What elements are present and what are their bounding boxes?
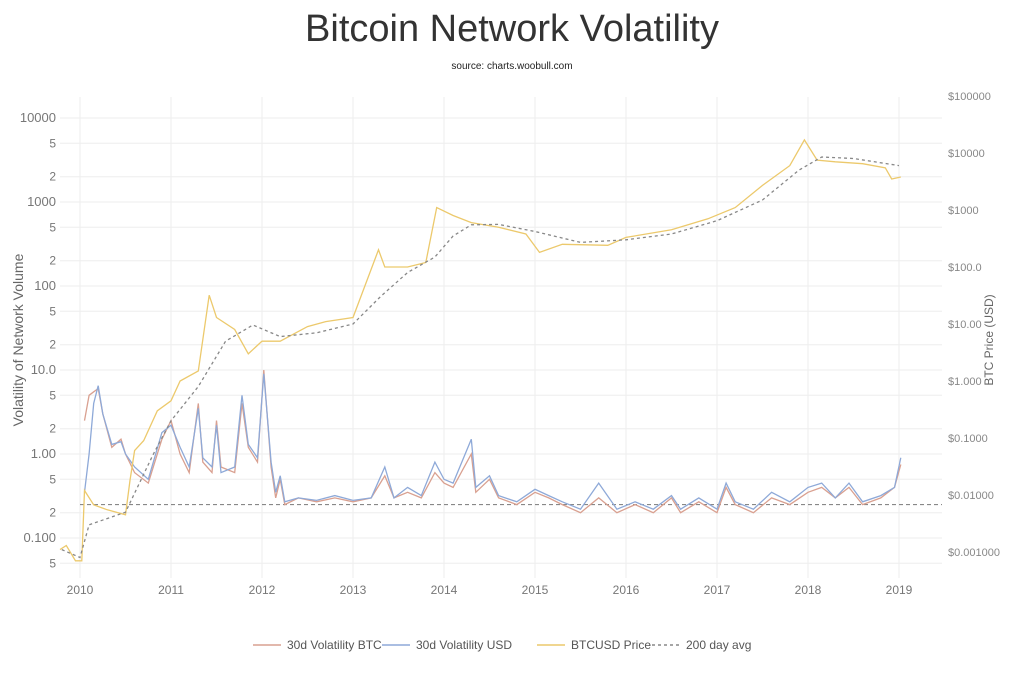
- y-tick-label: 2: [49, 170, 56, 184]
- y-tick-label: 0.100: [23, 530, 56, 545]
- chart-subtitle: source: charts.woobull.com: [451, 61, 573, 72]
- y2-tick-label: $0.01000: [948, 490, 994, 502]
- y-tick-label: 2: [49, 338, 56, 352]
- grid: [60, 97, 942, 578]
- x-tick-label: 2018: [795, 583, 822, 597]
- legend-item: BTCUSD Price: [571, 638, 651, 652]
- x-tick-label: 2017: [704, 583, 731, 597]
- y-tick-label: 5: [49, 388, 56, 402]
- axis-ticks: 10000 5 2 1000 5 2 100 5 2 10.0 5 2 1.00 5 2 0.100 5 $100…: [20, 91, 1000, 597]
- y-tick-label: 5: [49, 472, 56, 486]
- y-tick-label: 1.00: [31, 446, 56, 461]
- legend-item: 200 day avg: [686, 638, 751, 652]
- x-tick-label: 2012: [249, 583, 276, 597]
- y2-axis-label: BTC Price (USD): [982, 294, 996, 385]
- y2-tick-label: $1000: [948, 205, 979, 217]
- y-tick-label: 100: [34, 278, 56, 293]
- x-tick-label: 2019: [886, 583, 913, 597]
- y2-tick-label: $100.0: [948, 262, 982, 274]
- x-tick-label: 2014: [431, 583, 458, 597]
- x-tick-label: 2011: [158, 583, 184, 597]
- series-lines: [59, 138, 942, 562]
- y-tick-label: 1000: [27, 194, 56, 209]
- legend-item: 30d Volatility USD: [416, 638, 512, 652]
- y2-tick-label: $0.001000: [948, 547, 1000, 559]
- x-tick-label: 2013: [340, 583, 367, 597]
- x-tick-label: 2016: [613, 583, 640, 597]
- y-tick-label: 2: [49, 254, 56, 268]
- y-tick-label: 5: [49, 556, 56, 570]
- x-tick-label: 2010: [67, 583, 94, 597]
- series-line-30d-volatility-btc: [83, 369, 902, 514]
- x-tick-label: 2015: [522, 583, 549, 597]
- y-tick-label: 10.0: [31, 362, 56, 377]
- y2-tick-label: $10.00: [948, 319, 982, 331]
- y2-tick-label: $1.000: [948, 376, 982, 388]
- legend: 30d Volatility BTC 30d Volatility USD BTCU…: [253, 638, 751, 652]
- legend-item: 30d Volatility BTC: [287, 638, 382, 652]
- series-line-30d-volatility-usd: [83, 373, 902, 511]
- series-line-btcusd-price: [59, 138, 901, 562]
- y-tick-label: 2: [49, 422, 56, 436]
- y2-tick-label: $10000: [948, 148, 985, 160]
- y-tick-label: 2: [49, 506, 56, 520]
- y-tick-label: 5: [49, 220, 56, 234]
- series-line-200-day-avg: [61, 156, 900, 559]
- y-tick-label: 10000: [20, 110, 56, 125]
- y2-tick-label: $0.1000: [948, 433, 988, 445]
- y-tick-label: 5: [49, 136, 56, 150]
- y-tick-label: 5: [49, 304, 56, 318]
- y2-tick-label: $100000: [948, 91, 991, 103]
- y-axis-label: Volatility of Network Volume: [10, 253, 26, 426]
- chart-title: Bitcoin Network Volatility: [305, 8, 719, 50]
